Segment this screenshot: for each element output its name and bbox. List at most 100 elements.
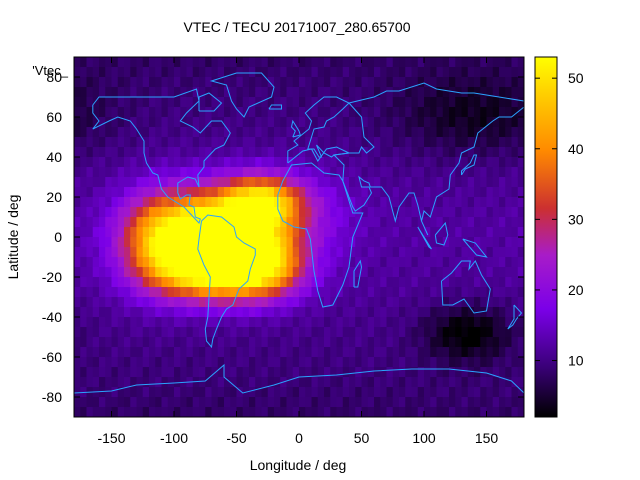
heatmap-cell <box>467 237 475 248</box>
heatmap-cell <box>124 157 131 168</box>
heatmap-cell <box>186 167 194 178</box>
heatmap-cell <box>224 197 231 208</box>
heatmap-cell <box>336 207 344 218</box>
heatmap-cell <box>186 337 194 348</box>
heatmap-cell <box>349 317 356 328</box>
heatmap-cell <box>267 77 275 88</box>
heatmap-cell <box>211 317 219 328</box>
heatmap-cell <box>99 247 106 258</box>
heatmap-cell <box>380 67 388 78</box>
heatmap-cell <box>180 227 188 238</box>
heatmap-cell <box>461 97 469 108</box>
heatmap-cell <box>480 267 488 278</box>
heatmap-cell <box>192 277 200 288</box>
heatmap-cell <box>167 147 175 158</box>
heatmap-cell <box>236 337 244 348</box>
heatmap-cell <box>330 107 338 118</box>
coastline-north-america <box>92 88 231 224</box>
heatmap-cell <box>449 97 456 108</box>
heatmap-cell <box>230 367 238 378</box>
heatmap-cell <box>305 77 313 88</box>
heatmap-cell <box>349 307 356 318</box>
heatmap-cell <box>405 337 413 348</box>
heatmap-cell <box>380 247 388 258</box>
heatmap-cell <box>80 407 88 417</box>
heatmap-cell <box>99 287 106 298</box>
heatmap-cell <box>305 57 313 68</box>
heatmap-cell <box>230 287 238 298</box>
heatmap-cell <box>330 387 338 398</box>
heatmap-cell <box>305 257 313 268</box>
heatmap-cell <box>486 87 494 98</box>
heatmap-cell <box>205 137 213 148</box>
heatmap-cell <box>311 217 319 228</box>
heatmap-cell <box>411 137 419 148</box>
heatmap-cell <box>267 357 275 368</box>
heatmap-cell <box>317 207 325 218</box>
heatmap-cell <box>417 387 425 398</box>
heatmap-cell <box>461 147 469 158</box>
heatmap-cell <box>174 197 181 208</box>
heatmap-cell <box>399 87 406 98</box>
heatmap-cell <box>192 177 200 188</box>
heatmap-cell <box>342 247 350 258</box>
heatmap-cell <box>161 267 169 278</box>
heatmap-cell <box>330 337 338 348</box>
heatmap-cell <box>86 267 94 278</box>
heatmap-cell <box>299 317 306 328</box>
heatmap-cell <box>117 347 125 358</box>
heatmap-cell <box>455 77 463 88</box>
heatmap-cell <box>386 407 394 417</box>
heatmap-cell <box>405 377 413 388</box>
heatmap-cell <box>392 137 400 148</box>
heatmap-cell <box>224 347 231 358</box>
heatmap-cell <box>374 67 381 78</box>
heatmap-cell <box>230 407 238 417</box>
heatmap-cell <box>217 377 225 388</box>
heatmap-cell <box>255 227 263 238</box>
heatmap-cell <box>442 307 450 318</box>
heatmap-cell <box>317 317 325 328</box>
heatmap-cell <box>261 397 269 408</box>
heatmap-cell <box>286 97 294 108</box>
heatmap-cell <box>311 157 319 168</box>
heatmap-cell <box>117 117 125 128</box>
heatmap-cell <box>311 197 319 208</box>
heatmap-cell <box>405 317 413 328</box>
heatmap-cell <box>399 127 406 138</box>
heatmap-cell <box>411 77 419 88</box>
heatmap-cell <box>217 87 225 98</box>
heatmap-cell <box>211 57 219 68</box>
heatmap-cell <box>492 377 500 388</box>
heatmap-cell <box>349 247 356 258</box>
heatmap-cell <box>80 277 88 288</box>
heatmap-cell <box>167 217 175 228</box>
heatmap-cell <box>411 397 419 408</box>
heatmap-cell <box>249 187 256 198</box>
heatmap-cell <box>117 367 125 378</box>
heatmap-cell <box>124 267 131 278</box>
heatmap-cell <box>380 207 388 218</box>
heatmap-cell <box>111 257 119 268</box>
heatmap-cell <box>424 177 431 188</box>
heatmap-cell <box>261 257 269 268</box>
heatmap-cell <box>511 197 519 208</box>
heatmap-cell <box>211 197 219 208</box>
heatmap-cell <box>449 157 456 168</box>
heatmap-cell <box>255 217 263 228</box>
heatmap-cell <box>74 197 81 208</box>
heatmap-cell <box>449 67 456 78</box>
heatmap-cell <box>511 137 519 148</box>
heatmap-cell <box>105 57 113 68</box>
heatmap-cell <box>105 217 113 228</box>
heatmap-cell <box>349 107 356 118</box>
heatmap-cell <box>230 337 238 348</box>
heatmap-cell <box>111 147 119 158</box>
heatmap-cell <box>230 157 238 168</box>
coastline-antarctica <box>74 363 524 394</box>
heatmap-cell <box>136 297 144 308</box>
heatmap-cell <box>392 237 400 248</box>
heatmap-cell <box>511 327 519 338</box>
heatmap-cell <box>349 227 356 238</box>
heatmap-cell <box>461 377 469 388</box>
